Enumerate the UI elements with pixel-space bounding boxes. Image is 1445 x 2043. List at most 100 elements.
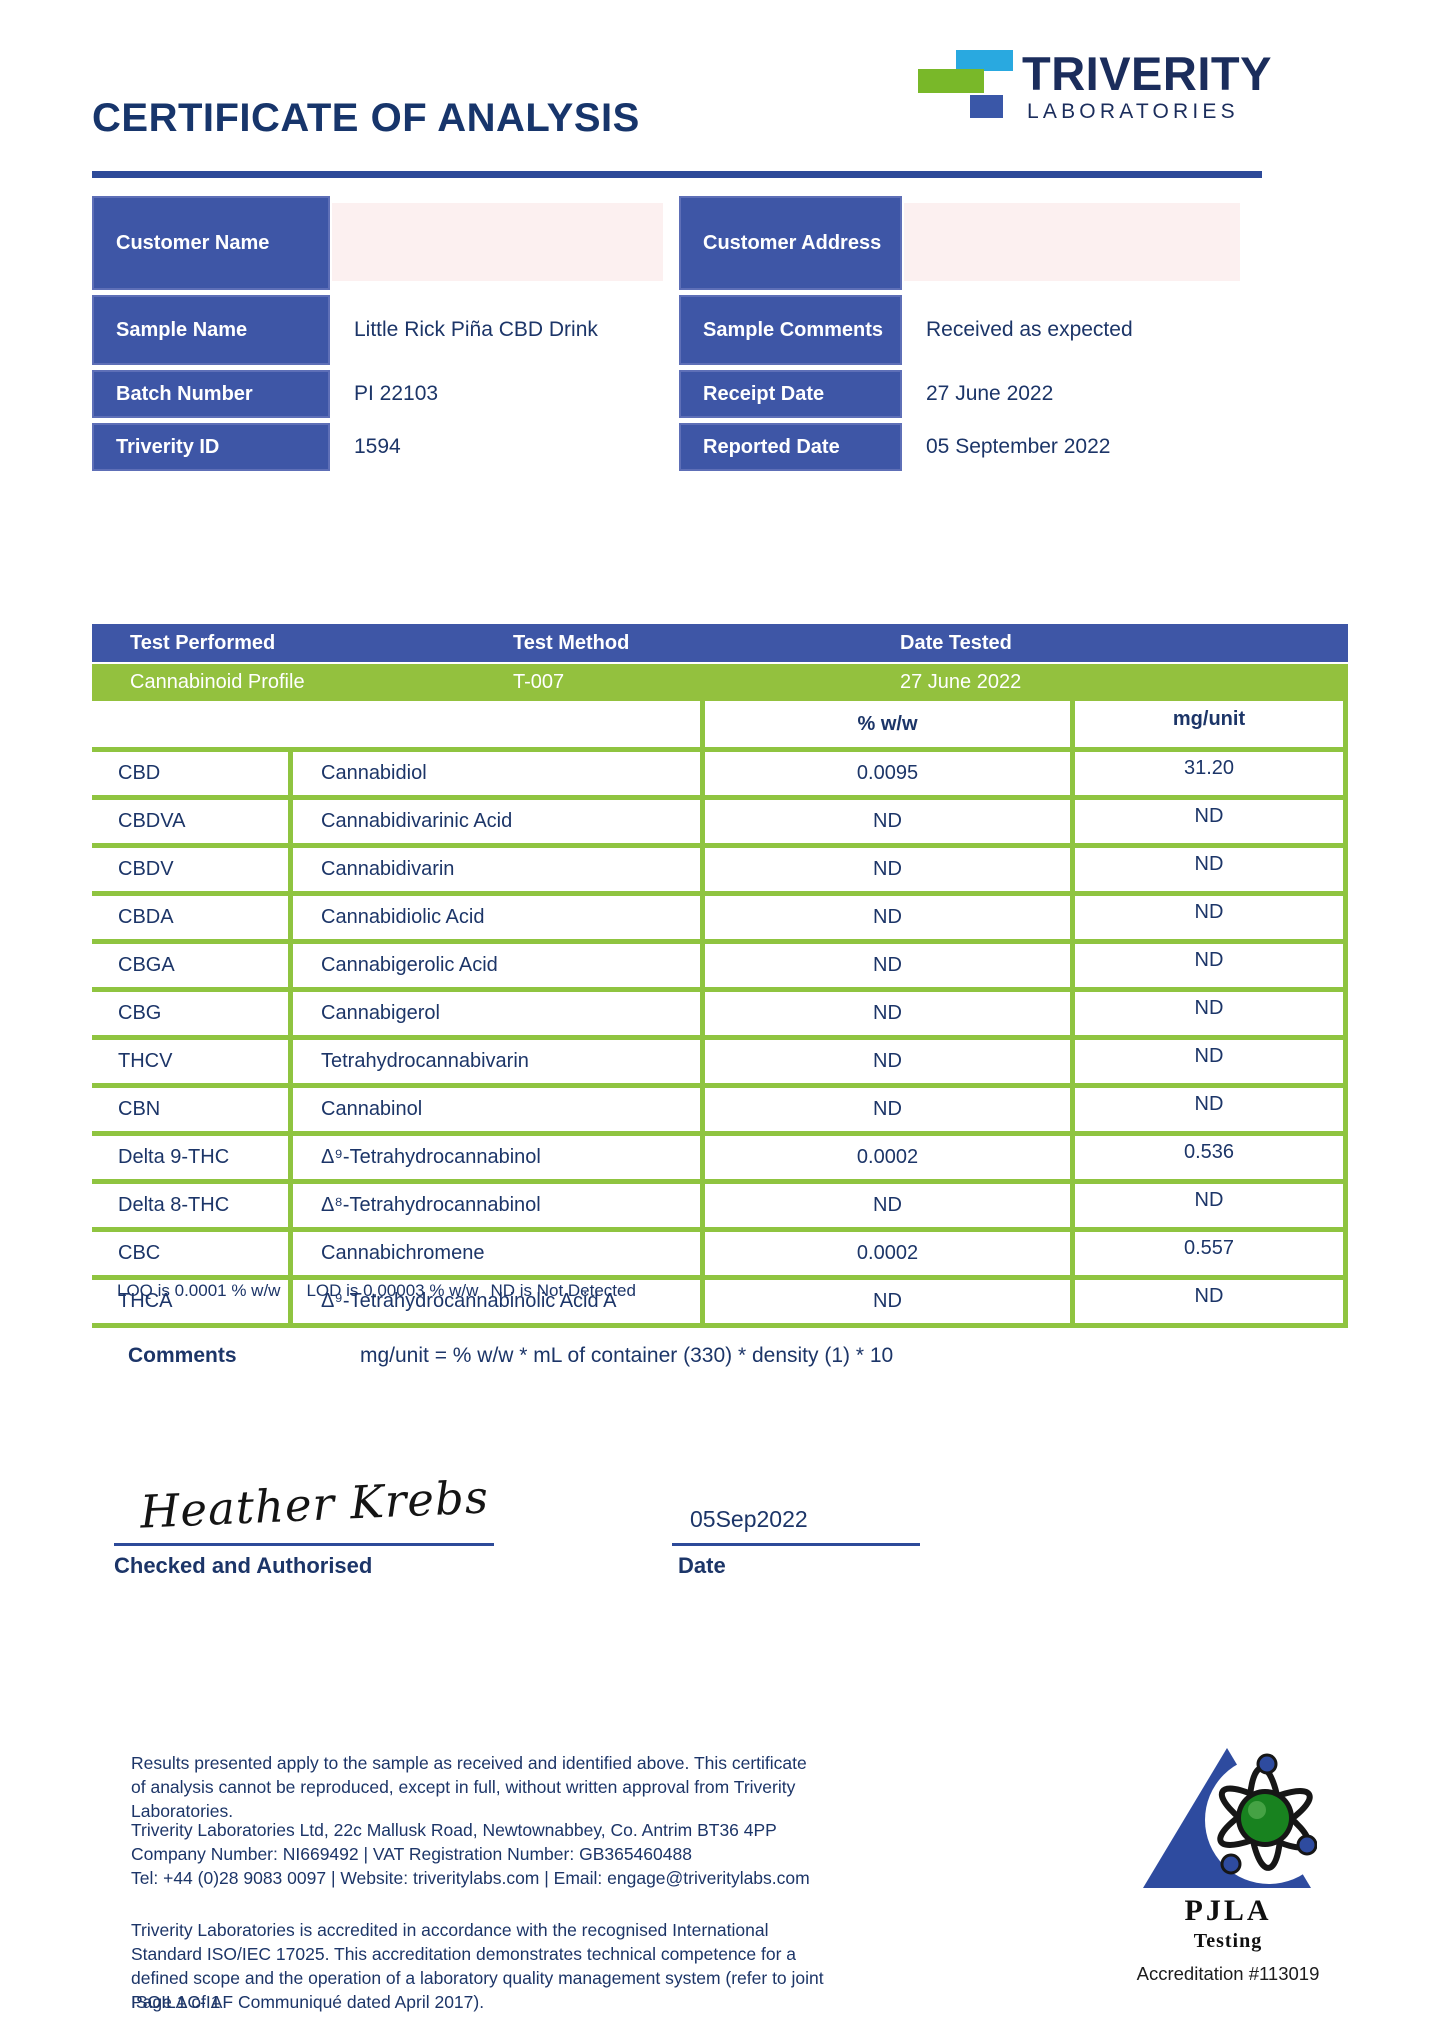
- analyte-mg-value: 0.557: [1183, 1237, 1235, 1259]
- info-label-reported-date: Reported Date: [679, 423, 902, 471]
- units-mg-label: mg/unit: [1070, 701, 1348, 747]
- info-label-customer-name: Customer Name: [92, 196, 330, 290]
- analyte-pct: ND: [700, 1040, 1070, 1083]
- units-row: % w/w mg/unit: [92, 701, 1348, 752]
- logo-block-blue: [970, 95, 1003, 118]
- disclaimer-paragraph: Results presented apply to the sample as…: [131, 1753, 807, 1821]
- col-test-method: Test Method: [513, 631, 630, 654]
- analyte-mg: ND: [1070, 1040, 1348, 1083]
- result-row: CBG Cannabigerol ND ND: [92, 992, 1348, 1040]
- address-line: Tel: +44 (0)28 9083 0097 | Website: triv…: [131, 1868, 810, 1888]
- pjla-logo-icon: [1143, 1748, 1317, 1888]
- logo-block-green: [918, 69, 984, 93]
- analyte-name: Cannabichromene: [288, 1232, 700, 1275]
- analyte-mg-value: ND: [1194, 997, 1224, 1019]
- analyte-abbr: CBD: [118, 762, 161, 784]
- analyte-name: Tetrahydrocannabivarin: [288, 1040, 700, 1083]
- address-line: Triverity Laboratories Ltd, 22c Mallusk …: [131, 1820, 777, 1840]
- info-value-reported-date: 05 September 2022: [926, 435, 1111, 458]
- analyte-mg: ND: [1070, 896, 1348, 939]
- analyte-mg: ND: [1070, 800, 1348, 843]
- result-row: CBDA Cannabidiolic Acid ND ND: [92, 896, 1348, 944]
- analyte-abbr: CBDV: [118, 858, 174, 880]
- result-row: CBD Cannabidiol 0.0095 31.20: [92, 752, 1348, 800]
- analyte-pct: ND: [700, 992, 1070, 1035]
- detection-limits-note: LOQ is 0.0001 % w/w LOD is 0.00003 % w/w N…: [117, 1281, 636, 1301]
- info-value-customer-address: [902, 196, 1240, 290]
- brand-name: TRIVERITY: [1022, 47, 1272, 100]
- analyte-abbr: CBDA: [118, 906, 174, 928]
- analyte-name: Δ⁸-Tetrahydrocannabinol: [288, 1184, 700, 1227]
- result-row: Delta 9-THC Δ⁹-Tetrahydrocannabinol 0.00…: [92, 1136, 1348, 1184]
- info-label-sample-name: Sample Name: [92, 295, 330, 365]
- info-column-gap: [663, 196, 679, 290]
- info-value-sample-name: Little Rick Piña CBD Drink: [354, 318, 598, 341]
- page-title: CERTIFICATE OF ANALYSIS: [92, 96, 640, 140]
- analyte-name: Δ⁹-Tetrahydrocannabinol: [288, 1136, 700, 1179]
- profile-row: Cannabinoid Profile T-007 27 June 2022: [92, 664, 1348, 701]
- analyte-mg: ND: [1070, 1184, 1348, 1227]
- analyte-name: Cannabidivarin: [288, 848, 700, 891]
- results-table: Test Performed Test Method Date Tested C…: [92, 624, 1348, 1328]
- analyte-mg-value: ND: [1194, 1285, 1224, 1307]
- analyte-abbr: CBG: [118, 1002, 162, 1024]
- info-row: Batch Number PI 22103 Receipt Date 27 Ju…: [92, 370, 1240, 418]
- col-date-tested: Date Tested: [900, 631, 1012, 654]
- info-column-gap: [663, 370, 679, 418]
- brand-subtitle: LABORATORIES: [1027, 100, 1239, 123]
- info-value-customer-name: [330, 196, 663, 290]
- nd-note: ND is Not Detected: [490, 1281, 636, 1300]
- comments-label: Comments: [128, 1344, 237, 1367]
- info-value-receipt-date: 27 June 2022: [926, 382, 1054, 405]
- info-label-triverity-id: Triverity ID: [92, 423, 330, 471]
- pjla-org-name: PJLA: [1184, 1894, 1272, 1927]
- profile-method: T-007: [513, 671, 565, 693]
- info-row: Sample Name Little Rick Piña CBD Drink S…: [92, 295, 1240, 365]
- result-row: THCA Δ⁹-Tetrahydrocannabinolic Acid A ND…: [92, 1280, 1348, 1328]
- info-label-receipt-date: Receipt Date: [679, 370, 902, 418]
- analyte-pct: ND: [700, 944, 1070, 987]
- accreditation-number: Accreditation #113019: [1136, 1963, 1320, 1984]
- info-column-gap: [663, 423, 679, 471]
- analyte-abbr: CBGA: [118, 954, 175, 976]
- analyte-name: Cannabidiol: [288, 752, 700, 795]
- signature-label: Checked and Authorised: [114, 1553, 373, 1578]
- profile-date: 27 June 2022: [900, 671, 1022, 693]
- analyte-pct: ND: [700, 800, 1070, 843]
- analyte-name: Cannabigerol: [288, 992, 700, 1035]
- result-row: CBDV Cannabidivarin ND ND: [92, 848, 1348, 896]
- analyte-mg: 0.536: [1070, 1136, 1348, 1179]
- address-block: Triverity Laboratories Ltd, 22c Mallusk …: [131, 1818, 891, 1890]
- info-value-sample-comments: Received as expected: [926, 318, 1133, 341]
- logo-block-cyan: [956, 50, 1013, 71]
- analyte-abbr: THCA: [118, 1290, 173, 1312]
- redaction-box: [332, 203, 663, 281]
- analyte-mg: ND: [1070, 992, 1348, 1035]
- analyte-pct: 0.0002: [700, 1136, 1070, 1179]
- analyte-mg: 31.20: [1070, 752, 1348, 795]
- analyte-mg-value: ND: [1194, 1189, 1224, 1211]
- info-row: Triverity ID 1594 Reported Date 05 Septe…: [92, 423, 1240, 471]
- info-row: Customer Name Customer Address: [92, 196, 1240, 290]
- analyte-abbr: Delta 9-THC: [118, 1146, 230, 1168]
- signoff-date-value: 05Sep2022: [690, 1506, 808, 1532]
- analyte-mg-value: ND: [1194, 805, 1224, 827]
- date-label: Date: [678, 1553, 726, 1578]
- analyte-mg: ND: [1070, 1088, 1348, 1131]
- sample-info-table: Customer Name Customer Address Sample Na…: [92, 196, 1240, 476]
- header-divider: [92, 171, 1262, 178]
- analyte-name: Δ⁹-Tetrahydrocannabinolic Acid A: [288, 1280, 700, 1323]
- result-row: THCV Tetrahydrocannabivarin ND ND: [92, 1040, 1348, 1088]
- loq-note: LOQ is 0.0001 % w/w: [117, 1281, 281, 1300]
- info-label-customer-address: Customer Address: [679, 196, 902, 290]
- units-pct-label: % w/w: [700, 701, 1070, 747]
- analyte-pct: ND: [700, 1280, 1070, 1323]
- date-line: [672, 1543, 920, 1546]
- analyte-abbr: CBC: [118, 1242, 161, 1264]
- analyte-pct: ND: [700, 896, 1070, 939]
- analyte-abbr: Delta 8-THC: [118, 1194, 230, 1216]
- analyte-pct: ND: [700, 848, 1070, 891]
- info-label-sample-comments: Sample Comments: [679, 295, 902, 365]
- analyte-mg: 0.557: [1070, 1232, 1348, 1275]
